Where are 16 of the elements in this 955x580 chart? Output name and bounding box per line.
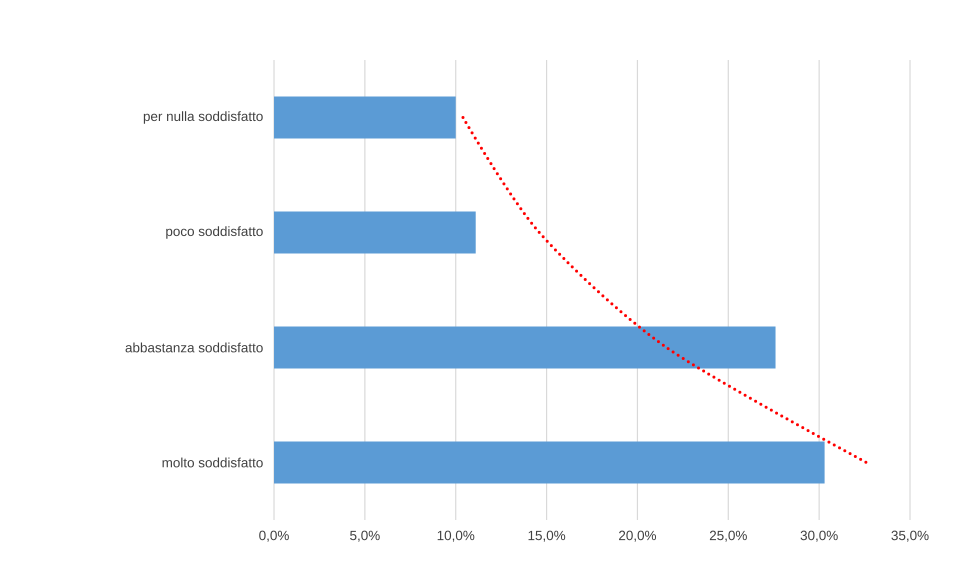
x-tick-label: 25,0%: [710, 530, 747, 542]
x-tick-label: 5,0%: [350, 530, 380, 542]
y-tick-label: poco soddisfatto: [166, 226, 263, 239]
bar: [274, 441, 825, 484]
x-tick-label: 30,0%: [800, 530, 838, 542]
y-tick-label: abbastanza soddisfatto: [126, 342, 263, 352]
x-tick-label: 10,0%: [438, 530, 474, 542]
y-tick-label: molto soddisfatto: [162, 458, 263, 468]
y-tick-label: per nulla soddisfatto: [144, 111, 263, 124]
bar: [274, 96, 456, 138]
x-tick-label: 35,0%: [891, 530, 929, 542]
bar: [274, 211, 476, 254]
x-tick-label: 0,0%: [259, 530, 289, 542]
x-tick-label: 20,0%: [619, 530, 656, 542]
x-tick-label: 15,0%: [528, 530, 566, 542]
bar: [274, 326, 776, 368]
